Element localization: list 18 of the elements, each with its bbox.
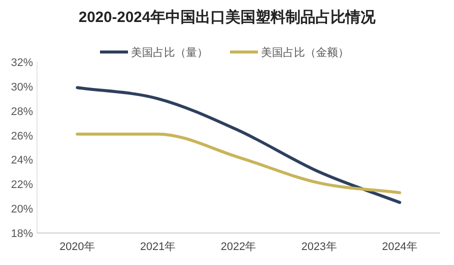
y-tick-label: 30%	[10, 81, 34, 94]
line-series	[76, 86, 402, 204]
y-tick-label: 26%	[10, 130, 34, 142]
y-tick-label: 28%	[10, 106, 34, 118]
chart-title: 2020-2024年中国出口美国塑料制品占比情况	[78, 8, 376, 26]
y-tick-label: 24%	[10, 154, 34, 167]
x-tick-label: 2024年	[382, 241, 418, 253]
y-tick-label: 32%	[10, 57, 34, 69]
line-series	[76, 132, 402, 194]
legend-label: 美国占比（金额）	[261, 46, 349, 59]
legend-label: 美国占比（量）	[131, 46, 208, 59]
x-tick-label: 2020年	[60, 241, 96, 253]
y-tick-label: 18%	[10, 228, 34, 240]
y-tick-label: 22%	[10, 179, 34, 192]
x-tick-label: 2023年	[301, 241, 337, 253]
x-tick-label: 2022年	[220, 241, 256, 253]
x-tick-label: 2021年	[140, 241, 176, 253]
y-tick-label: 20%	[10, 204, 34, 216]
